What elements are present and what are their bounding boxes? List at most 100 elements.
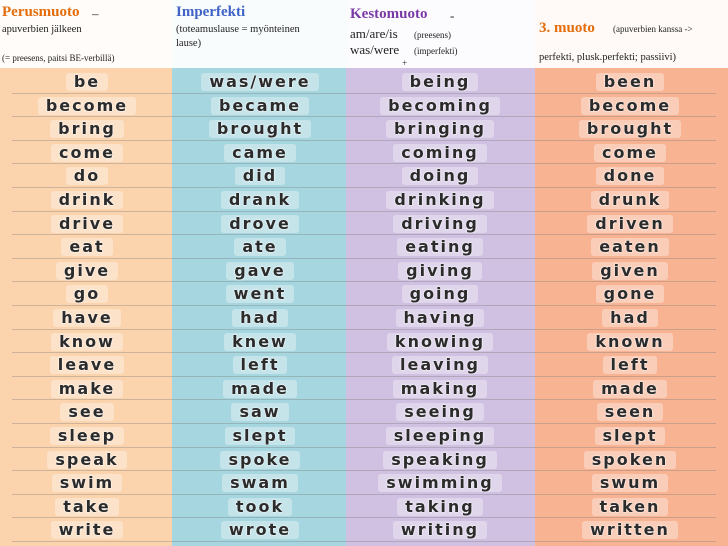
cell-past-form: made	[180, 377, 340, 401]
cell-participle-form: become	[540, 94, 720, 118]
verb-text: coming	[393, 143, 487, 162]
cell-continuous-form: driving	[352, 212, 528, 236]
verb-text: see	[60, 403, 114, 422]
cell-base-form: leave	[12, 353, 162, 377]
verb-text: had	[602, 308, 658, 327]
table-row: write wrote writing written	[0, 518, 728, 542]
verb-text: being	[401, 73, 479, 91]
cell-continuous-form: eating	[352, 235, 528, 259]
verb-text: do	[65, 167, 109, 186]
header-title-base: Perusmuoto	[2, 4, 80, 20]
verb-text: drove	[221, 214, 299, 233]
cell-past-form: took	[180, 495, 340, 519]
verb-text: speak	[47, 450, 127, 469]
verb-text: sleeping	[385, 426, 495, 445]
column-background-participle	[535, 0, 728, 546]
cell-participle-form: done	[540, 164, 720, 188]
verb-text: have	[53, 308, 121, 327]
verb-text: knew	[224, 332, 296, 351]
row-divider	[12, 540, 716, 542]
table-row: make made making made	[0, 377, 728, 401]
cell-base-form: see	[12, 400, 162, 424]
cell-continuous-form: having	[352, 306, 528, 330]
verb-text: driven	[587, 214, 673, 233]
verb-text: give	[55, 261, 119, 280]
table-row: leave left leaving left	[0, 353, 728, 377]
cell-continuous-form: sleeping	[352, 424, 528, 448]
cell-participle-form: known	[540, 330, 720, 354]
cell-past-form: became	[180, 94, 340, 118]
verb-text: eating	[397, 238, 483, 257]
header-cell-continuous: Kestomuoto - am/are/is (preesens) was/we…	[346, 0, 535, 68]
cell-base-form: take	[12, 495, 162, 519]
verb-text: make	[50, 379, 124, 398]
cell-participle-form: drunk	[540, 188, 720, 212]
cell-base-form: become	[12, 94, 162, 118]
cell-past-form: gave	[180, 259, 340, 283]
cell-participle-form: swum	[540, 471, 720, 495]
verb-text: brought	[208, 120, 312, 139]
table-row: become became becoming become	[0, 94, 728, 118]
verb-text: became	[210, 96, 310, 115]
verb-text: went	[225, 285, 295, 304]
verb-text: bringing	[386, 120, 494, 139]
verb-text: gave	[226, 261, 294, 280]
cell-past-form: did	[180, 164, 340, 188]
verb-text: brought	[578, 120, 682, 139]
row-divider	[12, 328, 716, 330]
cell-continuous-form: speaking	[352, 448, 528, 472]
cell-base-form: be	[12, 70, 162, 94]
verb-text: becoming	[380, 96, 500, 115]
header-dash-base: –	[92, 6, 99, 21]
cell-base-form: swim	[12, 471, 162, 495]
header-cell-base: Perusmuoto – apuverbien jälkeen (= prees…	[0, 0, 172, 68]
table-header: Perusmuoto – apuverbien jälkeen (= prees…	[0, 0, 728, 68]
verb-text: left	[232, 356, 288, 375]
cell-continuous-form: making	[352, 377, 528, 401]
header-note-participle: (apuverbien kanssa ->	[613, 24, 693, 34]
verb-text: leaving	[392, 356, 488, 375]
column-background-continuous	[346, 0, 535, 546]
header-title-participle: 3. muoto	[539, 20, 595, 36]
verb-text: drank	[220, 190, 300, 209]
verb-text: slept	[224, 426, 296, 445]
cell-base-form: do	[12, 164, 162, 188]
cell-participle-form: seen	[540, 400, 720, 424]
header-plus-sign: +	[402, 58, 408, 68]
verb-text: knowing	[386, 332, 494, 351]
cell-participle-form: given	[540, 259, 720, 283]
table-row: bring brought bringing brought	[0, 117, 728, 141]
table-row: know knew knowing known	[0, 330, 728, 354]
cell-base-form: come	[12, 141, 162, 165]
table-row: come came coming come	[0, 141, 728, 165]
cell-continuous-form: leaving	[352, 353, 528, 377]
cell-base-form: know	[12, 330, 162, 354]
verb-text: ate	[234, 238, 286, 257]
row-divider	[12, 375, 716, 377]
cell-continuous-form: swimming	[352, 471, 528, 495]
verb-text: doing	[401, 167, 479, 186]
verb-text: drunk	[590, 190, 670, 209]
table-row: see saw seeing seen	[0, 400, 728, 424]
cell-participle-form: slept	[540, 424, 720, 448]
table-row: give gave giving given	[0, 259, 728, 283]
header-line-present: am/are/is	[350, 26, 398, 41]
cell-continuous-form: doing	[352, 164, 528, 188]
row-divider	[12, 163, 716, 165]
cell-continuous-form: becoming	[352, 94, 528, 118]
table-row: go went going gone	[0, 282, 728, 306]
verb-text: take	[55, 497, 119, 516]
cell-base-form: have	[12, 306, 162, 330]
row-divider	[12, 186, 716, 188]
cell-past-form: had	[180, 306, 340, 330]
cell-past-form: knew	[180, 330, 340, 354]
header-note-base: (= preesens, paitsi BE-verbillä)	[2, 53, 115, 63]
header-title-past: Imperfekti	[176, 4, 246, 20]
verb-text: slept	[594, 426, 666, 445]
cell-past-form: came	[180, 141, 340, 165]
cell-continuous-form: giving	[352, 259, 528, 283]
row-divider	[12, 517, 716, 519]
verb-text: go	[65, 285, 109, 304]
verb-text: swim	[51, 474, 123, 493]
